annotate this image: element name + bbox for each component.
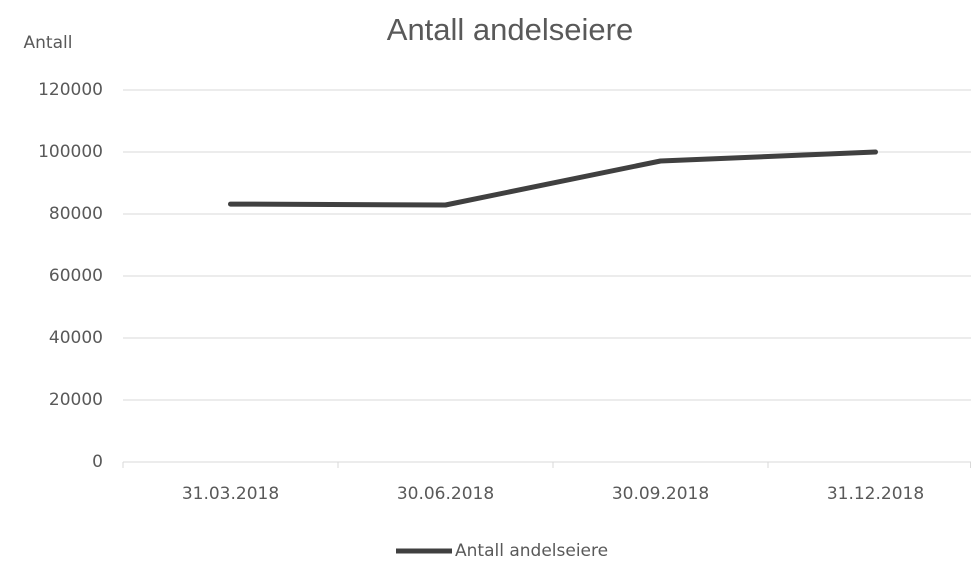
y-tick-label: 60000: [49, 266, 103, 286]
y-tick-label: 80000: [49, 204, 103, 224]
y-axis-label: Antall: [24, 33, 73, 53]
x-tick-label: 31.12.2018: [827, 484, 924, 504]
y-tick-label: 20000: [49, 390, 103, 410]
y-tick-label: 120000: [38, 80, 103, 100]
legend-label: Antall andelseiere: [455, 541, 608, 561]
chart-title: Antall andelseiere: [387, 12, 633, 47]
y-tick-label: 100000: [38, 142, 103, 162]
y-tick-label: 0: [92, 452, 103, 472]
x-tick-label: 31.03.2018: [182, 484, 279, 504]
x-tick-label: 30.06.2018: [397, 484, 494, 504]
line-series: [228, 149, 878, 208]
x-tick-label: 30.09.2018: [612, 484, 709, 504]
y-tick-label: 40000: [49, 328, 103, 348]
